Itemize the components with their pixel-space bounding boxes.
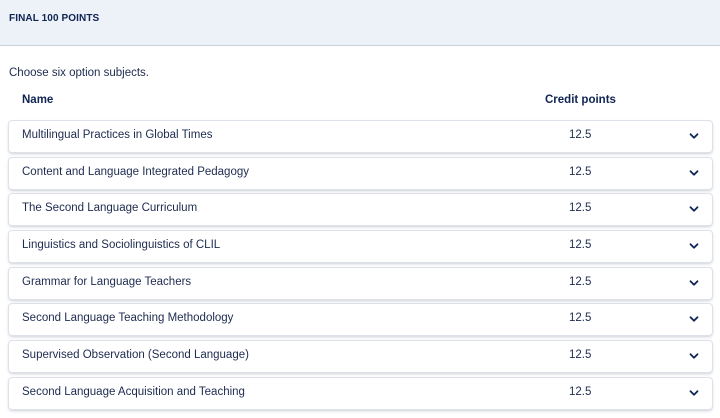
chevron-down-icon[interactable] [688, 167, 700, 179]
subject-credit-points: 12.5 [569, 275, 592, 288]
subject-name: Content and Language Integrated Pedagogy [22, 165, 249, 178]
chevron-down-icon[interactable] [688, 277, 700, 289]
instruction-text: Choose six option subjects. [9, 67, 149, 79]
subject-credit-points: 12.5 [569, 385, 592, 398]
subject-row[interactable]: Multilingual Practices in Global Times 1… [9, 121, 712, 152]
subject-row[interactable]: Supervised Observation (Second Language)… [9, 341, 712, 373]
subject-row[interactable]: Second Language Acquisition and Teaching… [9, 377, 712, 409]
subject-row[interactable]: Grammar for Language Teachers 12.5 [9, 267, 712, 299]
subject-name: Multilingual Practices in Global Times [22, 129, 213, 141]
subject-name: Second Language Teaching Methodology [22, 312, 234, 325]
subject-credit-points: 12.5 [569, 165, 592, 178]
column-header-credit-points: Credit points [545, 94, 616, 106]
chevron-down-icon[interactable] [688, 350, 700, 362]
subject-credit-points: 12.5 [569, 202, 592, 215]
subject-name: Supervised Observation (Second Language) [22, 349, 249, 362]
subject-credit-points: 12.5 [569, 239, 592, 252]
subject-name: The Second Language Curriculum [22, 202, 198, 215]
subject-credit-points: 12.5 [569, 312, 592, 325]
chevron-down-icon[interactable] [688, 203, 700, 215]
chevron-down-icon[interactable] [688, 387, 700, 399]
subject-row[interactable]: Content and Language Integrated Pedagogy… [9, 157, 712, 189]
subject-row[interactable]: The Second Language Curriculum 12.5 [9, 194, 712, 226]
column-header-name: Name [22, 94, 54, 106]
chevron-down-icon[interactable] [688, 240, 700, 252]
subject-credit-points: 12.5 [569, 349, 592, 362]
subject-name: Second Language Acquisition and Teaching [22, 385, 245, 398]
section-title: FINAL 100 POINTS [9, 13, 100, 24]
subject-name: Grammar for Language Teachers [22, 275, 192, 288]
subject-name: Linguistics and Sociolinguistics of CLIL [22, 239, 221, 252]
chevron-down-icon[interactable] [688, 130, 700, 142]
subject-row[interactable]: Linguistics and Sociolinguistics of CLIL… [9, 231, 712, 263]
subject-credit-points: 12.5 [569, 129, 592, 141]
chevron-down-icon[interactable] [688, 313, 700, 325]
subject-row[interactable]: Second Language Teaching Methodology 12.… [9, 304, 712, 336]
subject-list: Multilingual Practices in Global Times 1… [9, 121, 712, 415]
section-header: FINAL 100 POINTS [0, 0, 720, 46]
